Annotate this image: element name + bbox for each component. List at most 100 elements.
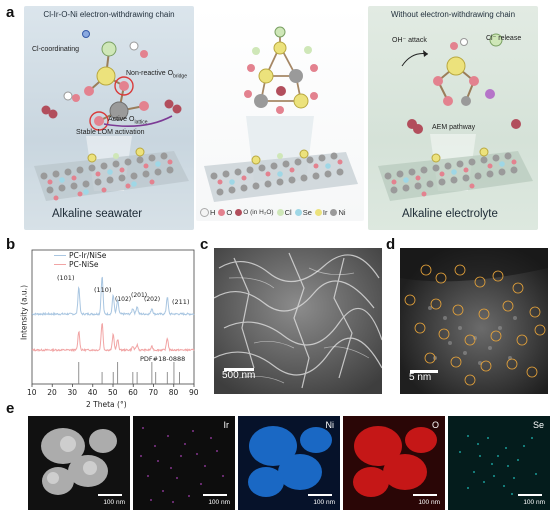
legend-cl-label: Cl bbox=[284, 207, 292, 217]
eds-map-se: Se 100 nm bbox=[448, 416, 550, 510]
ir-scale-label: 100 nm bbox=[208, 499, 230, 506]
non-reactive-text: Non-reactive O bbox=[126, 70, 174, 77]
plot-frame bbox=[31, 249, 195, 385]
o-map-label: O bbox=[431, 420, 439, 430]
legend-o-dot bbox=[218, 208, 226, 216]
active-text: Active O bbox=[108, 116, 135, 123]
panel-e-letter: e bbox=[6, 400, 15, 417]
legend-ni: Ni bbox=[330, 207, 346, 217]
xrd-legend-swatch-1 bbox=[54, 263, 66, 266]
non-reactive-sub: bridge bbox=[173, 73, 187, 80]
o-texture bbox=[353, 426, 437, 497]
x-tick-label: 70 bbox=[148, 388, 159, 397]
peak-label-202: (202) bbox=[144, 296, 161, 303]
legend-cl-dot bbox=[276, 208, 284, 216]
peak-label-201: (201) bbox=[131, 292, 148, 299]
cl-release-label: Cl⁻ release bbox=[486, 35, 522, 42]
legend-o: O bbox=[218, 208, 232, 217]
legend-ir-label: Ir bbox=[322, 207, 328, 217]
sem-image: 500 nm bbox=[214, 248, 382, 394]
o-scale-label: 100 nm bbox=[418, 499, 440, 506]
legend-se-dot bbox=[294, 208, 302, 216]
ir-scale-bar bbox=[203, 494, 227, 496]
stable-lom-label: Stable LOM activation bbox=[76, 129, 145, 136]
legend-o-water: O (in H₂O) bbox=[235, 208, 274, 216]
xrd-ylabel: Intensity (a.u.) bbox=[19, 285, 29, 340]
legend-o-water-label: O (in H₂O) bbox=[243, 208, 274, 216]
x-tick-label: 80 bbox=[168, 388, 179, 397]
series-pc-nise-line bbox=[31, 323, 195, 353]
eds-map-ir: Ir 100 nm bbox=[133, 416, 235, 510]
x-tick-label: 50 bbox=[108, 388, 118, 397]
non-reactive-label: Non-reactive Obridge bbox=[126, 70, 187, 79]
legend-o-label: O bbox=[226, 207, 233, 217]
right-banner: Without electron-withdrawing chain bbox=[390, 10, 516, 19]
legend-ir: Ir bbox=[314, 207, 328, 217]
xrd-xlabel: 2 Theta (°) bbox=[86, 400, 127, 409]
eds-map-haadf: 100 nm bbox=[28, 416, 130, 510]
active-label: Active Olattice bbox=[108, 116, 148, 125]
panel-d-letter: d bbox=[386, 236, 396, 253]
peak-label-211: (211) bbox=[172, 298, 190, 306]
legend-se-label: Se bbox=[302, 207, 312, 217]
se-scale-label: 100 nm bbox=[523, 499, 545, 506]
haadf-scale-label: 100 nm bbox=[103, 499, 125, 506]
xrd-legend-item-1: PC-NiSe bbox=[54, 260, 106, 269]
haadf-stem-image: 5 nm bbox=[400, 248, 548, 394]
ir-speckle bbox=[140, 427, 224, 503]
se-scale-bar bbox=[518, 494, 542, 496]
legend-cl: Cl bbox=[276, 207, 292, 217]
peak-label-102: (102) bbox=[115, 296, 132, 303]
cl-coordinating-label: Cl-coordinating bbox=[32, 46, 80, 53]
legend-h: H bbox=[200, 207, 216, 217]
xrd-legend-swatch-0 bbox=[54, 254, 66, 257]
ni-scale-bar bbox=[308, 494, 332, 496]
ir-map-label: Ir bbox=[223, 420, 230, 430]
pdf-label: PDF#18-0888 bbox=[140, 355, 186, 363]
legend-h-dot bbox=[200, 207, 209, 217]
xrd-legend: PC-Ir/NiSe PC-NiSe bbox=[54, 251, 106, 269]
left-bottom-label: Alkaline seawater bbox=[52, 208, 143, 220]
eds-map-o: O 100 nm bbox=[343, 416, 445, 510]
stem-texture bbox=[400, 248, 548, 394]
x-tick-label: 10 bbox=[27, 388, 37, 397]
sem-scale-bar bbox=[224, 368, 254, 371]
left-banner: Cl-Ir-O-Ni electron-withdrawing chain bbox=[43, 10, 175, 19]
peak-label-110: (110) bbox=[94, 286, 112, 294]
panel-b-letter: b bbox=[6, 236, 16, 253]
stem-scale-bar bbox=[410, 370, 438, 373]
peak-label-101: (101) bbox=[57, 274, 75, 282]
ni-texture bbox=[248, 426, 332, 497]
x-tick-label: 90 bbox=[189, 388, 199, 397]
panel-a-letter: a bbox=[6, 4, 15, 21]
legend-ir-dot bbox=[314, 208, 322, 216]
se-map-label: Se bbox=[532, 420, 544, 430]
right-molecular-illustration bbox=[378, 33, 533, 201]
x-tick-label: 40 bbox=[87, 388, 98, 397]
panel-c-letter: c bbox=[200, 236, 209, 253]
stem-scale-label: 5 nm bbox=[409, 372, 432, 383]
series-pc-ir-nise-line bbox=[31, 276, 195, 317]
xrd-legend-label-0: PC-Ir/NiSe bbox=[69, 251, 107, 260]
se-speckle bbox=[459, 435, 537, 495]
o-scale-bar bbox=[413, 494, 437, 496]
right-bottom-label: Alkaline electrolyte bbox=[402, 208, 498, 220]
xrd-chart: PC-Ir/NiSe PC-NiSe (101) (110) (102) (20… bbox=[14, 244, 199, 414]
legend-se: Se bbox=[294, 207, 312, 217]
legend-ni-label: Ni bbox=[338, 207, 346, 217]
legend-h-label: H bbox=[210, 207, 216, 217]
ni-scale-label: 100 nm bbox=[313, 499, 335, 506]
left-molecular-illustration bbox=[34, 30, 189, 201]
x-tick-label: 20 bbox=[47, 388, 57, 397]
xrd-legend-label-1: PC-NiSe bbox=[69, 260, 99, 269]
middle-cluster-illustration bbox=[204, 26, 358, 202]
panel-a-right-schematic: Without electron-withdrawing chain bbox=[368, 6, 538, 230]
x-tick-label: 60 bbox=[128, 388, 138, 397]
active-sub: lattice bbox=[134, 119, 148, 126]
x-tick-label: 30 bbox=[67, 388, 78, 397]
oh-attack-label: OH⁻ attack bbox=[392, 37, 427, 44]
xrd-plot bbox=[31, 249, 195, 387]
legend-o-water-dot bbox=[235, 208, 243, 216]
aem-label: AEM pathway bbox=[432, 124, 476, 131]
haadf-scale-bar bbox=[98, 494, 122, 496]
